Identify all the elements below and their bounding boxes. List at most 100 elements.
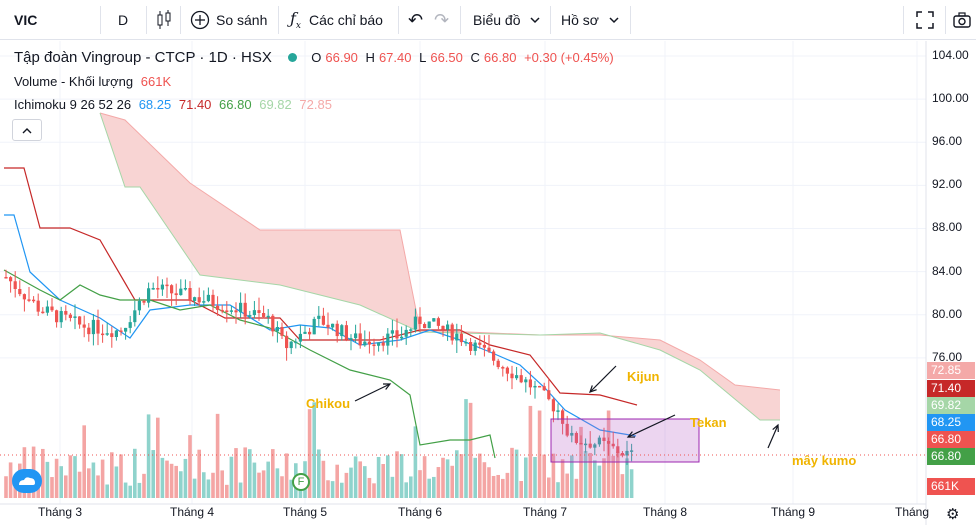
candle-body	[59, 311, 63, 323]
candlesticks	[4, 269, 634, 466]
volume-bar	[13, 482, 17, 498]
volume-bar	[593, 460, 597, 498]
candle-body	[363, 341, 367, 346]
volume-bar	[588, 452, 592, 498]
price-chart[interactable]	[0, 41, 976, 525]
volume-bar	[597, 465, 602, 498]
candle-body	[602, 437, 606, 442]
candle-body	[202, 301, 206, 303]
time-tick: Tháng 7	[523, 505, 568, 519]
price-tick: 88.00	[932, 220, 963, 235]
candle-body	[216, 305, 220, 310]
undo-button[interactable]: ↶	[408, 0, 423, 40]
volume-bar	[542, 454, 546, 498]
settings-button[interactable]: ⚙	[946, 505, 959, 523]
candle-body	[105, 333, 109, 335]
candle-body	[565, 423, 569, 436]
candle-body	[340, 325, 344, 337]
candle-body	[390, 330, 394, 334]
legend-title: Tập đoàn Vingroup - CTCP · 1D · HSX	[14, 49, 272, 66]
volume-bar	[330, 481, 335, 498]
collapse-legend-button[interactable]	[12, 119, 42, 141]
indicators-button[interactable]: ƒx Các chỉ báo	[290, 0, 383, 40]
candle-body	[326, 324, 330, 328]
volume-bar	[142, 473, 146, 498]
ichimoku-lines	[3, 167, 638, 459]
volume-bar	[372, 483, 376, 498]
candle-body	[611, 443, 615, 447]
redo-button[interactable]: ↷	[434, 0, 449, 40]
volume-bar	[629, 469, 634, 498]
chart-style-button[interactable]	[156, 0, 172, 40]
candle-body	[542, 386, 546, 391]
profile-menu-button[interactable]: Hồ sơ	[561, 0, 619, 40]
candle-body	[248, 315, 252, 317]
legend-volume-row[interactable]: Volume - Khối lượng 661K	[14, 74, 175, 89]
volume-bar	[59, 466, 63, 498]
change-value: +0.30 (+0.45%)	[524, 50, 614, 65]
volume-bar	[169, 463, 174, 498]
candle-body	[630, 450, 634, 452]
candle-body	[101, 333, 105, 336]
redo-icon: ↷	[434, 9, 450, 30]
candle-body	[597, 437, 601, 445]
candle-body	[593, 444, 597, 448]
volume-bar	[390, 476, 395, 498]
volume-bar	[151, 450, 155, 498]
candle-body	[243, 302, 247, 317]
low-label: L	[419, 50, 427, 65]
volume-bar	[620, 474, 625, 498]
camera-button[interactable]	[953, 0, 971, 40]
volume-bar	[50, 477, 54, 498]
volume-bar	[556, 482, 560, 498]
volume-bar	[188, 435, 192, 498]
volume-bar	[381, 464, 385, 498]
close-label: C	[470, 50, 480, 65]
candle-body	[335, 323, 339, 337]
candle-body	[271, 315, 275, 332]
volume-bar	[220, 470, 224, 498]
interval-label: D	[118, 12, 129, 28]
candle-body	[257, 310, 261, 314]
candle-body	[18, 288, 22, 295]
candle-body	[620, 453, 624, 456]
candle-body	[358, 333, 362, 346]
candle-body	[36, 300, 40, 312]
fullscreen-button[interactable]	[916, 0, 934, 40]
candle-body	[45, 306, 49, 313]
legend-ichimoku-row[interactable]: Ichimoku 9 26 52 26 68.25 71.40 66.80 69…	[14, 97, 336, 112]
candle-body	[114, 330, 118, 338]
candle-body	[87, 327, 91, 335]
event-marker[interactable]: F	[292, 473, 310, 491]
volume-bar	[376, 457, 381, 498]
candle-body	[142, 300, 146, 303]
kumo-arrow	[767, 424, 779, 449]
candle-body	[331, 323, 335, 328]
undo-icon: ↶	[408, 9, 424, 30]
compare-button[interactable]: So sánh	[190, 0, 267, 40]
candle-body	[423, 324, 427, 329]
time-tick: Tháng 3	[38, 505, 83, 519]
compare-label: So sánh	[216, 12, 268, 28]
candle-body	[377, 342, 381, 346]
interval-button[interactable]: D	[118, 0, 128, 40]
ichimoku-label: Ichimoku 9 26 52 26	[14, 97, 132, 112]
volume-bar	[248, 449, 252, 498]
symbol-search-button[interactable]: VIC	[14, 0, 37, 40]
candle-body	[294, 341, 298, 344]
candle-body	[68, 314, 72, 318]
volume-bar	[183, 458, 188, 498]
candle-body	[400, 336, 404, 339]
price-label: 68.25	[927, 414, 975, 431]
kijun-annotation: Kijun	[627, 369, 660, 384]
volume-bar	[473, 457, 477, 498]
chevron-down-icon	[530, 17, 541, 24]
chart-menu-button[interactable]: Biểu đồ	[473, 0, 541, 40]
volume-bar	[491, 475, 496, 498]
candle-body	[96, 319, 100, 334]
volume-bar	[528, 405, 533, 498]
candle-body	[321, 315, 325, 325]
candle-body	[492, 351, 496, 361]
candle-body	[455, 333, 459, 341]
volume-bar	[496, 474, 500, 498]
